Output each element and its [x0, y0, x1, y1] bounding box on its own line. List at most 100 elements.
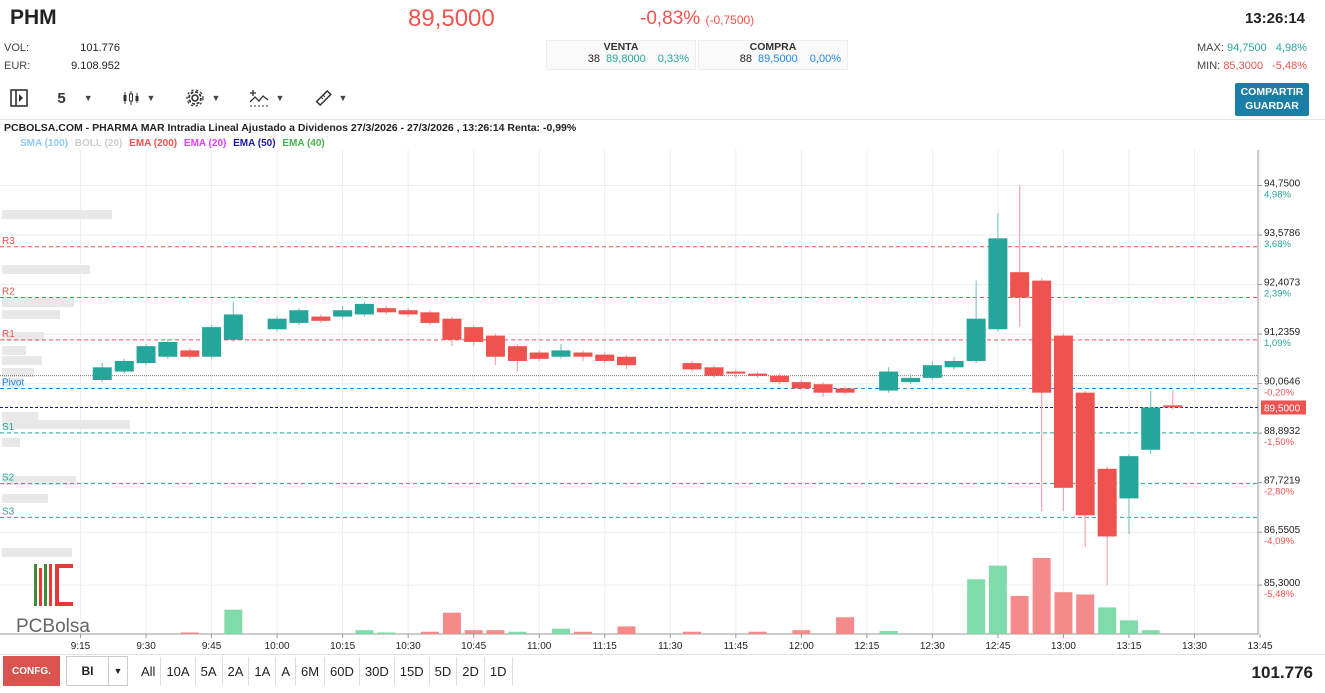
y-tick-pct: 4,98% [1264, 189, 1291, 200]
drawing-tools-select[interactable]: ▼ [304, 85, 356, 111]
settings-select[interactable]: ▼ [176, 85, 228, 111]
volume-profile-bar [2, 298, 74, 307]
min-pct: -5,48% [1272, 60, 1307, 72]
candle [180, 348, 200, 359]
range-button-15d[interactable]: 15D [395, 657, 430, 685]
candle [114, 358, 134, 374]
legend-sma-100[interactable]: SMA (100) [20, 138, 68, 149]
volume-bar [988, 565, 1007, 634]
y-tick-pct: -5,48% [1264, 589, 1295, 600]
legend-boll-20[interactable]: BOLL (20) [74, 138, 123, 149]
candle-body [1010, 272, 1030, 298]
vol-value: 101.776 [80, 42, 120, 54]
range-bar: CONFG. BI ▼ All 10A 5A 2A 1A A 6M 60D 30D 15D 5D 2D… [0, 655, 1325, 687]
candle-body [944, 360, 964, 368]
x-tick-label: 13:00 [1051, 641, 1076, 652]
volume-bar [967, 579, 986, 634]
last-update-time: 13:26:14 [1244, 10, 1305, 27]
volume-profile-bar [2, 438, 20, 447]
volume-bar [377, 632, 396, 634]
candle-body [202, 327, 222, 357]
range-button-2d[interactable]: 2D [457, 657, 485, 685]
max-stat: MAX: 94,7500 4,98% [1197, 42, 1307, 54]
legend-ema-40[interactable]: EMA (40) [282, 138, 325, 149]
candle [616, 354, 636, 370]
candle-body [1119, 456, 1139, 499]
candle [573, 350, 593, 361]
candle [922, 360, 942, 380]
volume-bar [836, 617, 855, 634]
volume-bar [1010, 596, 1029, 634]
candle-body [485, 335, 505, 357]
candles-icon [123, 91, 139, 105]
y-tick-pct: -2,80% [1264, 487, 1295, 498]
candle [704, 365, 724, 378]
volume-profile-bar [2, 412, 38, 421]
range-button-2a[interactable]: 2A [223, 657, 250, 685]
chevron-down-icon: ▼ [113, 666, 123, 676]
volume-bar [617, 626, 636, 634]
volume-bar [508, 631, 527, 634]
candle-body [748, 373, 768, 376]
indicators-select[interactable]: ▼ [240, 85, 292, 111]
divider [0, 654, 1325, 655]
share-save-button[interactable]: COMPARTIR GUARDAR [1235, 83, 1309, 116]
candle-body [726, 371, 746, 374]
candle-body [114, 360, 134, 372]
interval-value: 5 [57, 89, 66, 107]
legend-ema-50[interactable]: EMA (50) [233, 138, 276, 149]
interval-select[interactable]: 5 ▼ [50, 85, 100, 111]
range-button-60d[interactable]: 60D [325, 657, 360, 685]
eur-value: 9.108.952 [71, 60, 120, 72]
chevron-down-icon: ▼ [275, 93, 285, 103]
y-tick-pct: 2,39% [1264, 289, 1291, 300]
range-button-6m[interactable]: 6M [296, 657, 326, 685]
max-value: 94,7500 [1226, 42, 1267, 54]
x-tick-label: 13:45 [1247, 641, 1272, 652]
chart-type-select[interactable]: ▼ [112, 85, 164, 111]
volume-bar [792, 630, 811, 634]
volume-bar [1119, 620, 1138, 634]
current-price-tag [1261, 400, 1306, 415]
candle-body [551, 350, 571, 357]
chart-mode-value: BI [67, 657, 109, 685]
candle [595, 352, 615, 364]
range-button-all[interactable]: All [136, 657, 162, 685]
candle [1053, 333, 1073, 512]
candle-body [573, 352, 593, 357]
legend-ema-20[interactable]: EMA (20) [183, 138, 227, 149]
x-tick-label: 11:30 [658, 641, 683, 652]
candle-body [901, 377, 921, 383]
sell-label: VENTA [603, 41, 639, 53]
range-button-10a[interactable]: 10A [161, 657, 196, 685]
legend-ema-200[interactable]: EMA (200) [129, 138, 178, 149]
range-button-a[interactable]: A [276, 657, 296, 685]
range-button-5a[interactable]: 5A [196, 657, 223, 685]
min-label: MIN: [1197, 60, 1221, 72]
candle [223, 301, 243, 342]
range-button-1d[interactable]: 1D [485, 657, 513, 685]
panel-toggle-button[interactable] [6, 85, 32, 111]
range-button-5d[interactable]: 5D [430, 657, 458, 685]
range-button-30d[interactable]: 30D [360, 657, 395, 685]
chart-mode-select[interactable]: BI ▼ [66, 656, 128, 686]
price-change: -0,83% (-0,7500) [640, 8, 754, 30]
candle-body [354, 303, 374, 315]
volume-profile [2, 210, 130, 557]
ticker-symbol: PHM [10, 6, 57, 29]
gear-icon [185, 89, 204, 107]
range-button-1a[interactable]: 1A [249, 657, 277, 685]
y-tick-label: 94,7500 [1264, 178, 1301, 189]
candle-body [529, 352, 549, 359]
pivot-label-r2: R2 [2, 287, 15, 298]
min-value: 85,3000 [1223, 60, 1264, 72]
candle [551, 344, 571, 359]
x-tick-label: 12:00 [789, 641, 814, 652]
candle-body [267, 318, 287, 330]
ruler-icon [315, 89, 332, 107]
candle-body [595, 354, 615, 361]
x-tick-label: 9:30 [136, 641, 156, 652]
config-button[interactable]: CONFG. [3, 656, 60, 686]
indicators-icon [249, 90, 268, 107]
